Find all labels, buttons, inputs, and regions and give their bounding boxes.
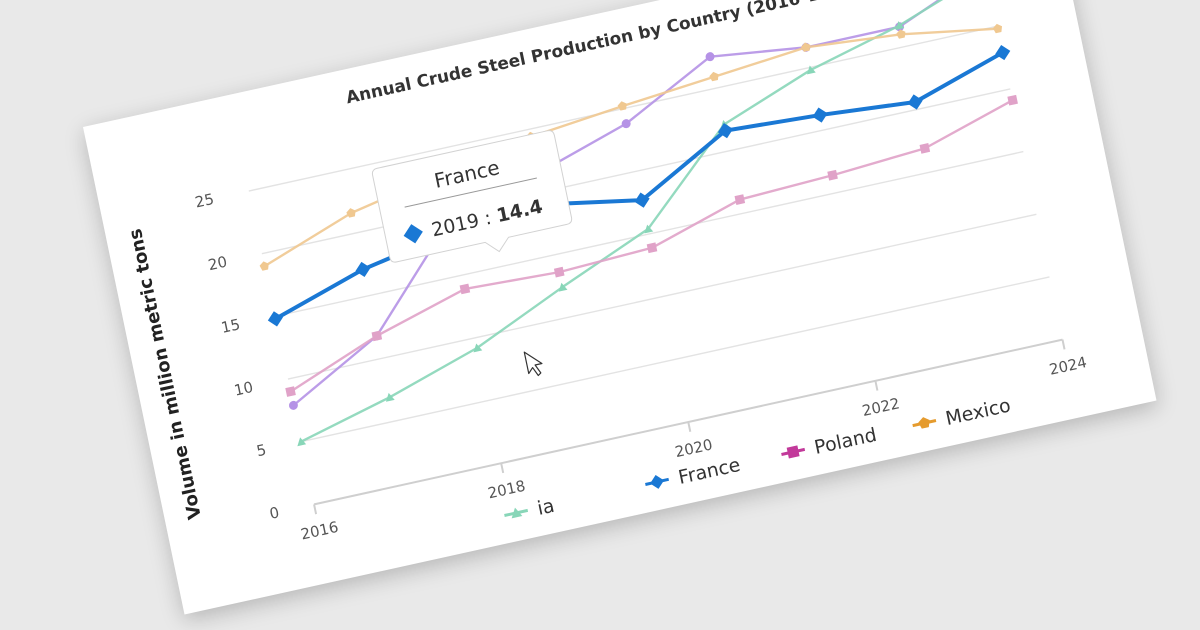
data-point-france[interactable] [266,310,284,329]
x-tick-mark [874,380,879,391]
data-point-series-1[interactable] [894,20,905,30]
tooltip-box [371,130,573,263]
series-poland [285,94,1018,397]
data-point-series-0[interactable] [621,118,632,129]
legend: ia France Poland Mexico [502,394,1013,527]
y-tick-label: 0 [268,503,281,523]
data-point-poland[interactable] [371,330,383,342]
x-tick-label: 2022 [860,394,901,420]
data-point-mexico[interactable] [259,260,270,271]
legend-label: ia [535,495,556,520]
data-point-poland[interactable] [919,143,931,154]
data-point-series-0[interactable] [705,51,716,62]
mouse-cursor-icon [523,351,543,377]
data-point-series-1[interactable] [384,392,395,402]
legend-label: Mexico [944,394,1013,430]
axis-layer: 0 5 10 15 20 25 2016 2018 2020 2022 2024 [193,190,1089,544]
data-point-mexico[interactable] [346,207,357,218]
data-point-series-1[interactable] [557,282,568,292]
legend-marker-icon [511,507,523,519]
data-point-series-1[interactable] [643,224,654,234]
y-axis-title: Volume in million metric tons [125,227,206,522]
y-tick-label: 10 [233,378,255,400]
data-point-poland[interactable] [646,242,658,254]
legend-marker-icon [650,474,664,489]
y-gridline [274,150,1024,318]
y-tick-label: 20 [206,253,228,275]
data-point-poland[interactable] [734,194,746,205]
data-point-series-1[interactable] [472,343,483,353]
data-point-series-1[interactable] [296,436,307,447]
series-layer [259,0,1018,447]
series-line-series-1 [300,0,987,443]
data-point-series-1[interactable] [805,65,816,75]
x-tick-label: 2020 [673,435,714,461]
data-point-mexico[interactable] [617,100,628,111]
legend-marker-icon [918,417,930,429]
data-point-mexico[interactable] [992,23,1003,34]
x-tick-label: 2016 [299,518,340,544]
legend-label: Poland [812,424,878,459]
data-point-mexico[interactable] [895,28,906,39]
data-point-series-0[interactable] [288,400,299,411]
data-point-poland[interactable] [459,283,471,295]
legend-item-france[interactable]: France [643,454,742,496]
y-gridline [300,276,1050,443]
chart-svg: Annual Crude Steel Production by Country… [125,0,1089,544]
tooltip-divider [404,177,537,208]
data-point-france[interactable] [906,93,924,112]
legend-item-poland[interactable]: Poland [779,424,879,466]
data-point-poland[interactable] [827,169,838,181]
data-point-mexico[interactable] [709,71,720,82]
y-tick-label: 15 [220,315,242,337]
legend-item-mexico[interactable]: Mexico [911,394,1013,437]
data-point-france[interactable] [633,191,651,210]
data-point-mexico[interactable] [800,41,811,52]
y-tick-label: 5 [255,441,268,461]
x-tick-mark [313,504,318,515]
data-point-poland[interactable] [285,386,296,397]
legend-item-ia[interactable]: ia [502,495,556,527]
data-point-france[interactable] [354,260,372,279]
x-tick-mark [500,462,505,474]
y-gridline [287,213,1037,380]
data-point-poland[interactable] [1007,94,1018,106]
chart-card: Annual Crude Steel Production by Country… [83,0,1157,615]
y-tick-label: 25 [193,190,215,212]
legend-marker-icon [786,445,800,459]
x-tick-label: 2018 [486,477,527,503]
data-point-poland[interactable] [553,266,565,278]
tooltip: France 2019 : 14.4 [371,130,573,263]
data-point-france[interactable] [994,43,1012,62]
series-series-1 [296,0,987,447]
x-tick-mark [1061,339,1066,350]
data-point-france[interactable] [716,121,734,140]
x-tick-label: 2024 [1048,353,1089,379]
tooltip-separator: : [483,207,494,230]
x-tick-mark [687,421,692,432]
series-series-0 [288,0,986,411]
data-point-france[interactable] [811,106,829,125]
tooltip-marker-icon [403,224,423,244]
